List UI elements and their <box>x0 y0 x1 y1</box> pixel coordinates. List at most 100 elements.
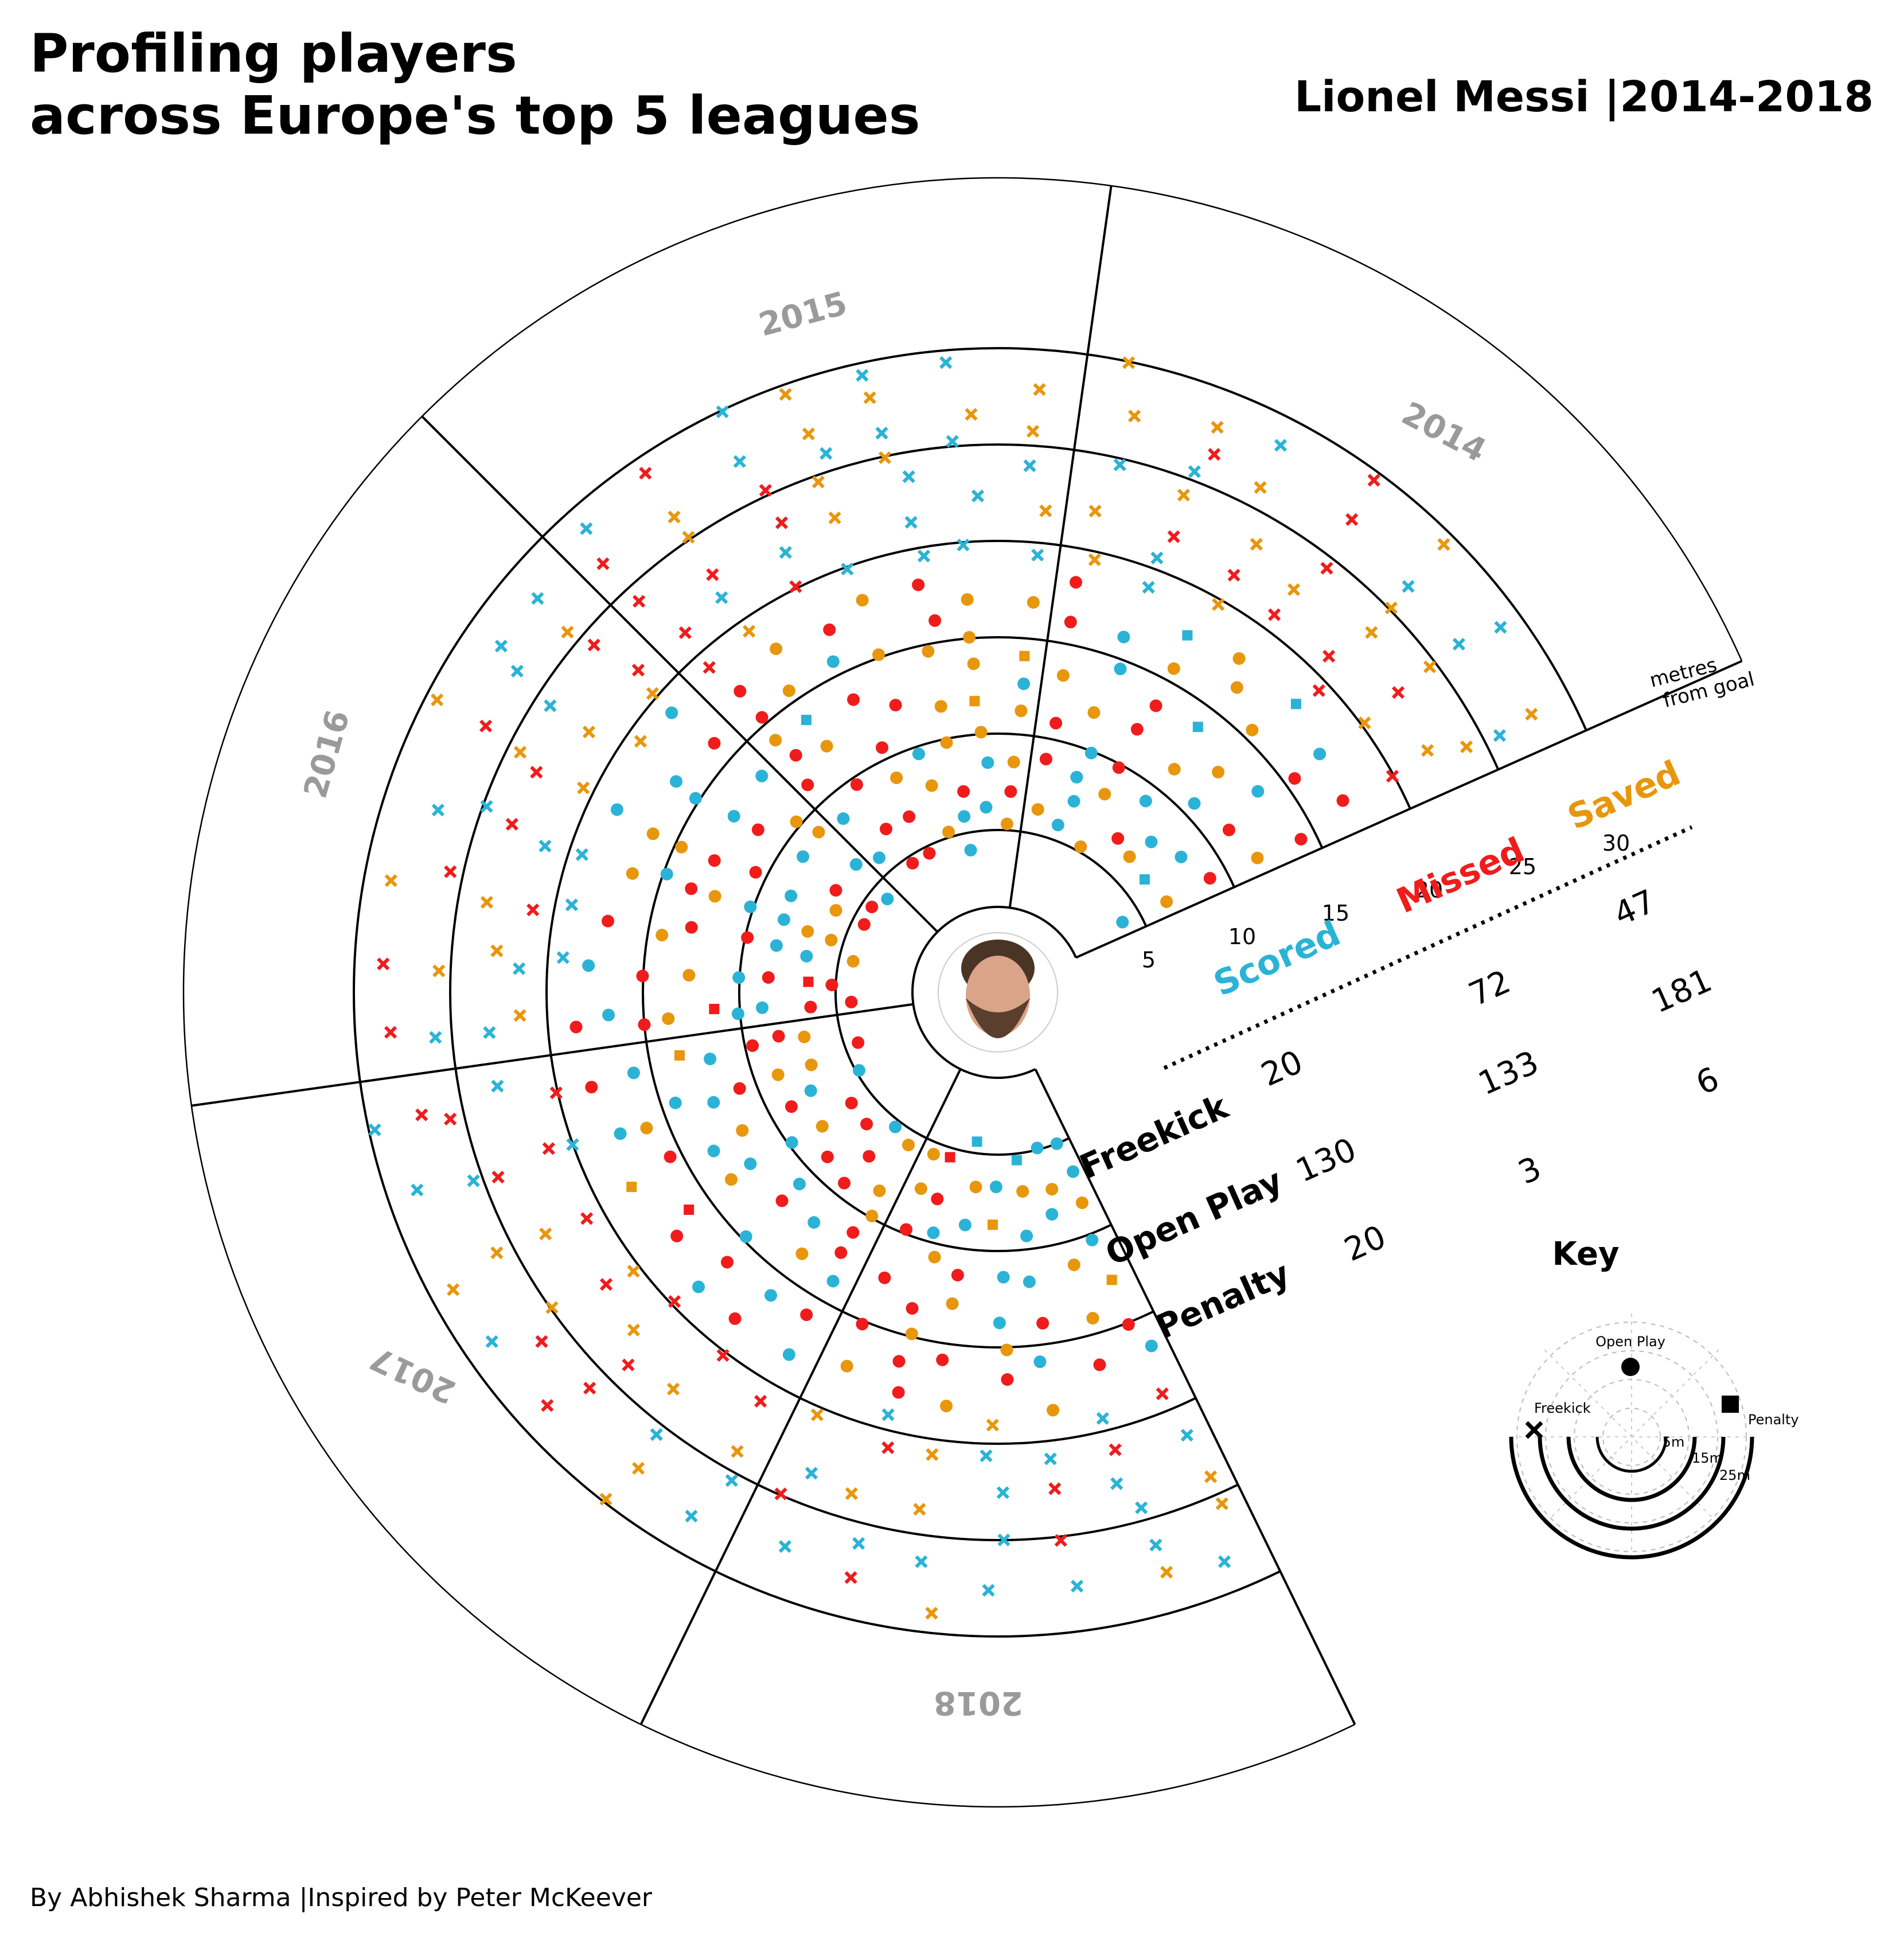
shot-marker <box>928 1250 941 1264</box>
shot-marker <box>807 1216 821 1229</box>
shot-marker <box>917 550 931 563</box>
shot-marker <box>1033 1355 1047 1369</box>
shot-marker <box>762 971 775 984</box>
shot-marker <box>967 657 980 671</box>
key-grid-spoke <box>1544 1349 1719 1525</box>
shot-marker <box>770 939 783 952</box>
shot-marker <box>1084 746 1098 759</box>
shot-marker <box>906 856 919 870</box>
key-freekick-marker <box>1525 1421 1543 1439</box>
shot-marker <box>640 1121 653 1135</box>
season-dividers <box>191 185 1743 1725</box>
shot-marker <box>692 1280 705 1293</box>
shot-marker <box>626 867 639 880</box>
shot-marker <box>513 746 527 759</box>
shot-marker <box>1145 1339 1158 1353</box>
shot-marker <box>675 840 688 854</box>
shot-marker <box>1135 1501 1148 1514</box>
shot-marker <box>1267 608 1281 621</box>
shot-marker <box>715 591 728 605</box>
shot-marker <box>946 435 959 448</box>
shot-marker <box>1064 615 1077 629</box>
shot-marker <box>1177 488 1191 502</box>
shot-marker <box>957 785 970 798</box>
shot-marker <box>847 693 860 706</box>
shot-marker <box>1139 794 1152 808</box>
shot-marker <box>915 1555 928 1568</box>
shot-marker <box>1096 1412 1109 1425</box>
distance-tick-label: 30 <box>1602 831 1630 856</box>
distance-ring <box>545 540 1411 1445</box>
season-label-2018: 2018 <box>934 1684 1023 1721</box>
shot-marker <box>1111 832 1125 845</box>
table-cell: 6 <box>1691 1060 1725 1102</box>
shot-marker <box>969 1180 982 1194</box>
shot-marker <box>1086 1312 1099 1325</box>
shot-marker <box>1070 1580 1084 1593</box>
shot-marker <box>793 1178 806 1191</box>
shot-marker <box>980 1449 993 1463</box>
shot-marker <box>837 812 850 825</box>
shot-marker <box>1110 1477 1123 1490</box>
shot-marker <box>863 391 876 404</box>
key-distance-arc <box>1566 1436 1697 1502</box>
shot-marker <box>914 1182 927 1195</box>
shot-marker <box>755 711 768 724</box>
shot-marker <box>639 466 652 480</box>
shot-marker <box>1114 663 1127 676</box>
shot-marker <box>826 1275 840 1288</box>
shot-marker <box>969 696 980 707</box>
shot-marker <box>490 1246 504 1260</box>
shot-marker <box>988 1219 998 1230</box>
key-distance-label: 15m <box>1692 1450 1723 1466</box>
shot-marker <box>892 1355 906 1368</box>
shot-marker <box>741 931 754 944</box>
shot-marker <box>749 866 762 879</box>
shot-marker <box>1116 915 1129 929</box>
shot-marker <box>845 1097 858 1110</box>
shot-marker <box>744 1157 757 1170</box>
distance-ring <box>834 829 1148 1156</box>
table-cell: 133 <box>1473 1044 1544 1103</box>
shot-marker <box>491 1171 505 1184</box>
shot-marker <box>601 914 614 928</box>
shot-marker <box>1007 755 1020 769</box>
shot-marker <box>1023 1275 1036 1288</box>
shot-marker <box>556 951 569 964</box>
shot-marker <box>377 957 390 971</box>
shot-marker <box>731 1007 744 1020</box>
shot-marker <box>535 1335 548 1348</box>
shot-marker <box>526 903 540 917</box>
shot-marker <box>1215 1497 1228 1510</box>
shot-marker <box>856 594 869 607</box>
shot-marker <box>1139 874 1150 885</box>
shot-marker <box>905 1327 918 1341</box>
shot-marker <box>494 640 508 653</box>
shot-marker <box>582 959 595 972</box>
shot-marker <box>1098 788 1111 801</box>
shot-marker <box>490 944 504 957</box>
shot-marker <box>926 1448 939 1461</box>
shot-marker <box>1033 383 1046 396</box>
shot-marker <box>674 1050 685 1061</box>
shot-marker <box>923 847 936 860</box>
shot-marker <box>1182 630 1193 641</box>
shot-marker <box>875 426 888 440</box>
shot-marker <box>986 1419 999 1432</box>
chart-title: Profiling players across Europe's top 5 … <box>30 23 920 146</box>
shot-marker <box>1031 803 1044 816</box>
shot-marker <box>804 1000 817 1014</box>
shot-marker <box>1423 660 1437 673</box>
shot-marker <box>820 739 833 753</box>
shot-marker <box>1027 596 1040 609</box>
shot-marker <box>565 898 579 911</box>
shot-marker <box>940 736 953 749</box>
shot-marker <box>569 1020 583 1034</box>
shot-marker <box>903 810 916 823</box>
shot-marker <box>668 511 681 524</box>
shot-marker <box>539 839 552 853</box>
distance-tick-label: 25 <box>1509 854 1536 879</box>
shot-marker <box>972 1136 982 1147</box>
shot-marker <box>544 699 557 712</box>
